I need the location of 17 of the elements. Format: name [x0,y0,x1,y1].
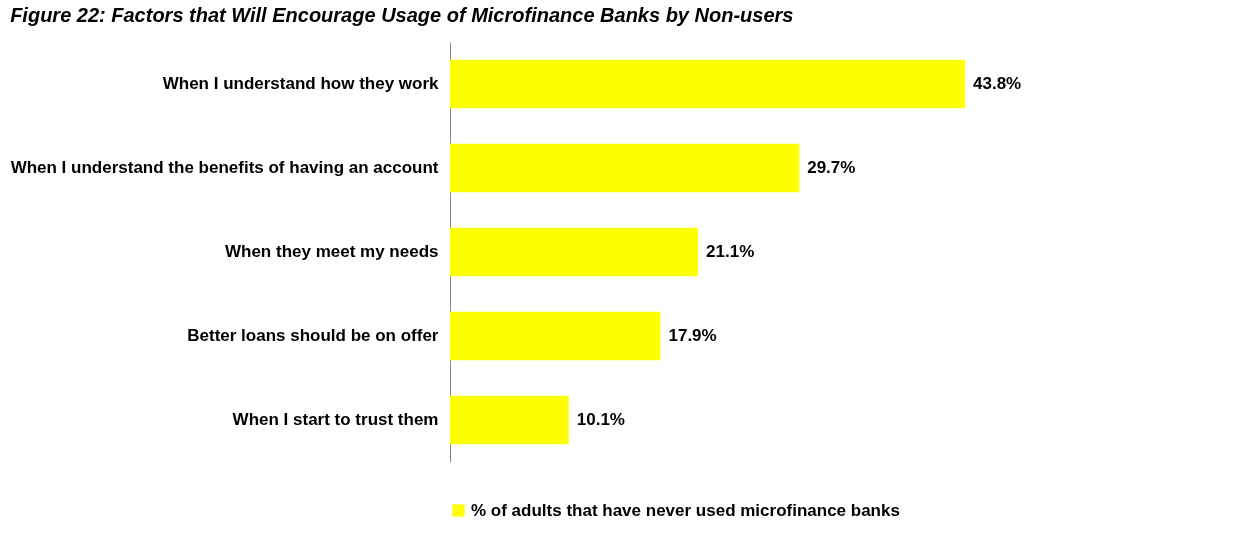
data-label: 21.1% [706,242,755,261]
data-label: 10.1% [576,410,625,429]
bar [450,59,965,109]
data-label: 29.7% [807,158,856,177]
bar [450,143,800,193]
data-label: 17.9% [668,326,717,345]
bar [450,227,699,277]
y-tick-label: When I understand how they work [162,74,440,93]
bar [450,395,569,445]
bar [450,311,661,361]
chart-title: Figure 22: Factors that Will Encourage Usage of Microfinance Banks by Non-users [10,4,794,26]
legend-label: % of adults that have never used microfinance banks [471,500,900,520]
data-label: 43.8% [973,74,1022,93]
y-tick-label: When they meet my needs [224,242,439,261]
y-tick-label: When I start to trust them [232,410,439,429]
y-tick-label: When I understand the benefits of having an account [10,158,439,177]
y-tick-label: Better loans should be on offer [187,326,439,345]
